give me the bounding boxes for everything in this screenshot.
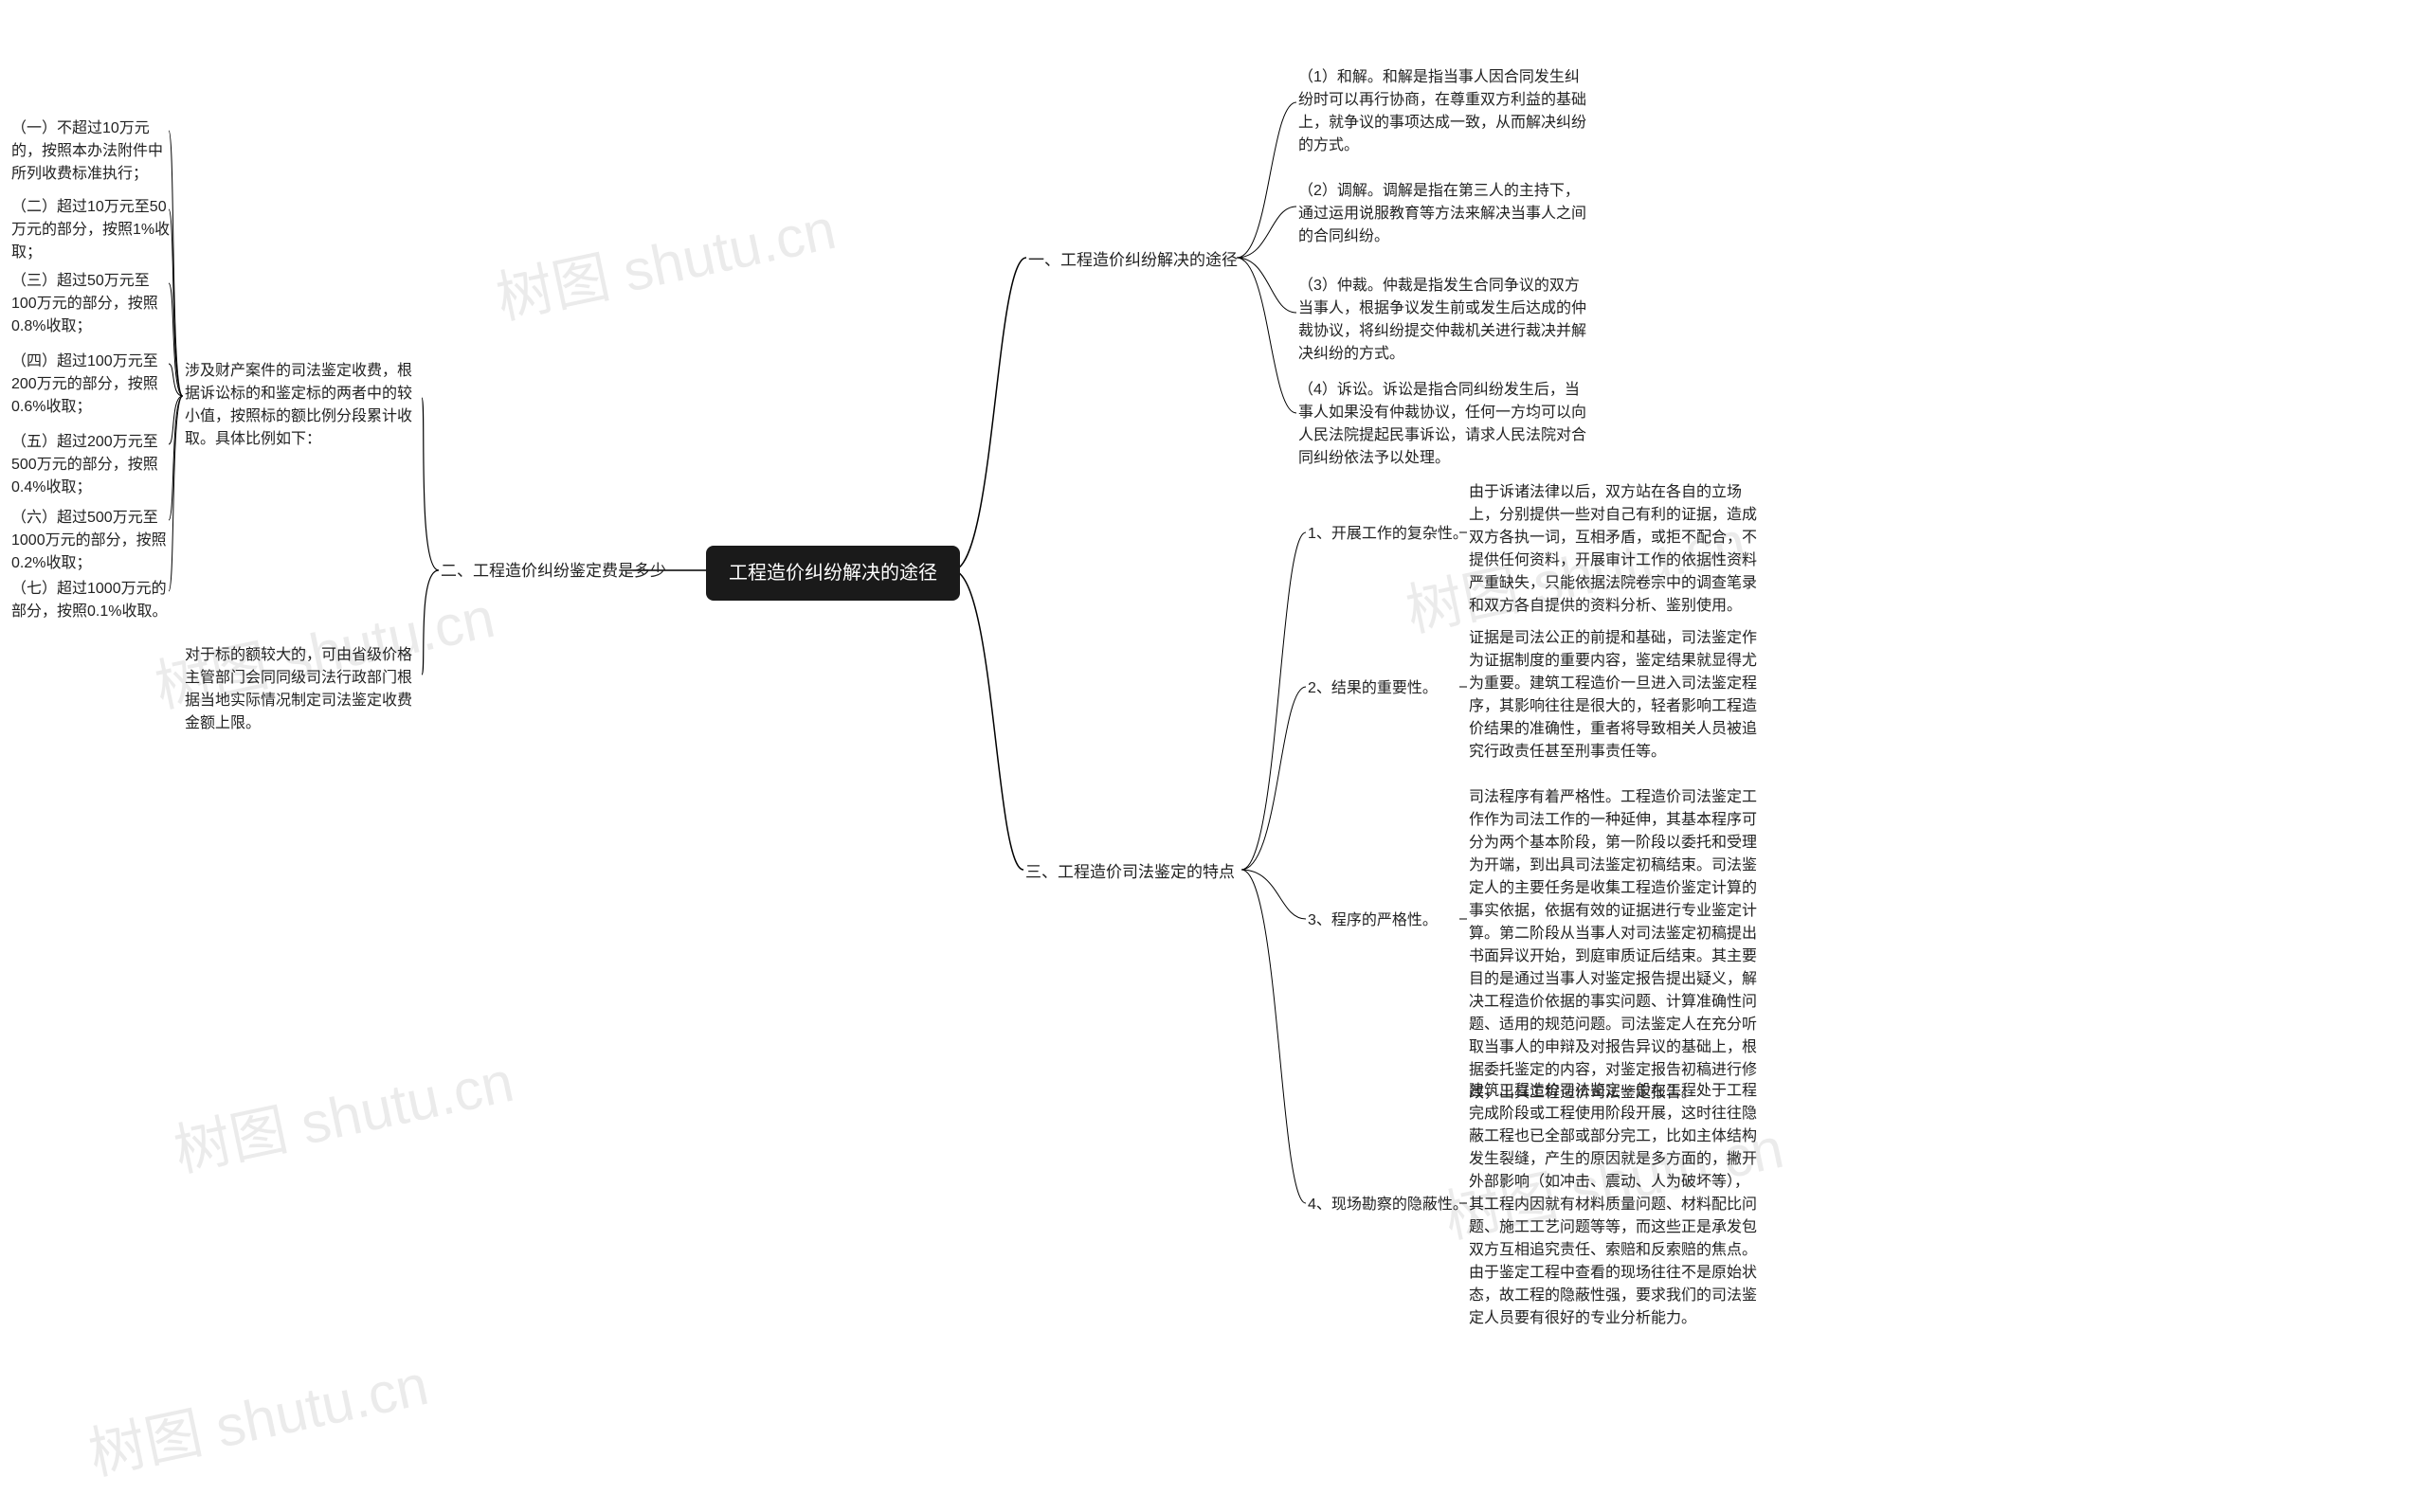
b3-k-0: 1、开展工作的复杂性。	[1308, 523, 1468, 546]
b3-v-0: 由于诉诸法律以后，双方站在各自的立场上，分别提供一些对自己有利的证据，造成双方各…	[1469, 481, 1763, 618]
rate-6: （七）超过1000万元的部分，按照0.1%收取。	[11, 578, 172, 623]
b1-leaf-0: （1）和解。和解是指当事人因合同发生纠纷时可以再行协商，在尊重双方利益的基础上，…	[1298, 66, 1592, 157]
rate-5: （六）超过500万元至1000万元的部分，按照0.2%收取；	[11, 507, 172, 575]
rate-0: （一）不超过10万元的，按照本办法附件中所列收费标准执行；	[11, 117, 172, 186]
b3-k-3: 4、现场勘察的隐蔽性。	[1308, 1194, 1468, 1216]
b2-sub1: 涉及财产案件的司法鉴定收费，根据诉讼标的和鉴定标的两者中的较小值，按照标的额比例…	[185, 360, 422, 451]
b1-leaf-2: （3）仲裁。仲裁是指发生合同争议的双方当事人，根据争议发生前或发生后达成的仲裁协…	[1298, 275, 1592, 366]
rate-3: （四）超过100万元至200万元的部分，按照0.6%收取；	[11, 351, 172, 419]
b3-v-3: 建筑工程造价司法鉴定一般在工程处于工程完成阶段或工程使用阶段开展，这时往往隐蔽工…	[1469, 1080, 1763, 1330]
root-node[interactable]: 工程造价纠纷解决的途径	[706, 546, 960, 601]
branch-b3[interactable]: 三、工程造价司法鉴定的特点	[1025, 860, 1235, 885]
b1-leaf-3: （4）诉讼。诉讼是指合同纠纷发生后，当事人如果没有仲裁协议，任何一方均可以向人民…	[1298, 379, 1592, 470]
b1-leaf-1: （2）调解。调解是指在第三人的主持下，通过运用说服教育等方法来解决当事人之间的合…	[1298, 180, 1592, 248]
watermark: 树图 shutu.cn	[488, 183, 842, 335]
mindmap-canvas: 树图 shutu.cn 树图 shutu.cn 树图 shutu.cn 树图 s…	[0, 0, 2426, 1512]
b3-k-2: 3、程序的严格性。	[1308, 909, 1438, 932]
b2-sub2: 对于标的额较大的，可由省级价格主管部门会同同级司法行政部门根据当地实际情况制定司…	[185, 644, 422, 735]
rate-1: （二）超过10万元至50万元的部分，按照1%收取；	[11, 196, 172, 264]
b3-k-1: 2、结果的重要性。	[1308, 677, 1438, 700]
branch-b1[interactable]: 一、工程造价纠纷解决的途径	[1028, 248, 1238, 273]
b3-v-2: 司法程序有着严格性。工程造价司法鉴定工作作为司法工作的一种延伸，其基本程序可分为…	[1469, 786, 1763, 1105]
watermark: 树图 shutu.cn	[81, 1339, 435, 1491]
connector-layer	[0, 0, 2426, 1512]
b3-v-1: 证据是司法公正的前提和基础，司法鉴定作为证据制度的重要内容，鉴定结果就显得尤为重…	[1469, 627, 1763, 764]
rate-4: （五）超过200万元至500万元的部分，按照0.4%收取；	[11, 431, 172, 499]
branch-b2[interactable]: 二、工程造价纠纷鉴定费是多少	[441, 559, 666, 584]
rate-2: （三）超过50万元至100万元的部分，按照0.8%收取；	[11, 270, 172, 338]
watermark: 树图 shutu.cn	[166, 1035, 520, 1188]
